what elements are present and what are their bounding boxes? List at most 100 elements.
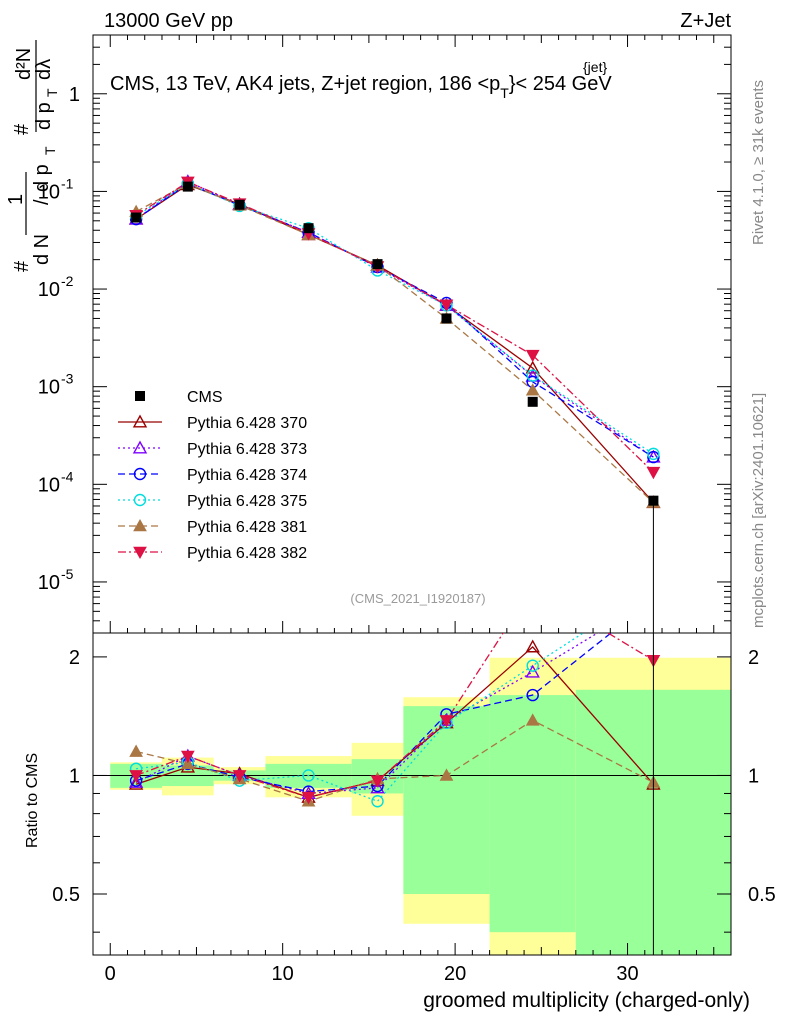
legend-marker-5 <box>133 546 147 560</box>
x-tick-label-2: 20 <box>444 963 466 985</box>
marker-ratio-s5-1 <box>180 750 195 764</box>
marker-main-s5-7 <box>646 466 661 480</box>
marker-ratio-s1-4 <box>370 780 385 794</box>
marker-main-s4-6 <box>525 383 540 396</box>
cms-point-3 <box>303 223 314 234</box>
legend-cms-label: CMS <box>187 389 223 406</box>
legend-label-2: Pythia 6.428 374 <box>187 467 307 484</box>
plot-title-end: }< 254 GeV <box>509 73 613 95</box>
cms-point-5 <box>441 313 452 324</box>
marker-ratio-s2-6 <box>526 688 539 702</box>
ratio-tick-label-right-0: 0.5 <box>748 884 776 906</box>
plot-title: CMS, 13 TeV, AK4 jets, Z+jet region, 186… <box>110 73 612 101</box>
marker-ratio-s4-6 <box>525 713 540 726</box>
marker-ratio-s5-5 <box>439 715 454 728</box>
main-plot-frame <box>92 34 732 634</box>
y-tick-label-4: 10 <box>38 181 60 203</box>
data-markers <box>128 174 661 955</box>
marker-ratio-s0-0 <box>128 776 144 790</box>
line-main-4 <box>135 182 654 504</box>
analysis-id: (CMS_2021_I1920187) <box>350 591 485 606</box>
legend-marker-1 <box>132 440 148 454</box>
marker-main-s5-5 <box>439 299 454 312</box>
line-ratio-4 <box>135 719 654 802</box>
ylabel-rhs-num: d²N <box>13 48 35 80</box>
cms-point-1 <box>182 181 193 192</box>
ratio-tick-label-right-1: 1 <box>748 765 759 787</box>
uncertainty-bands <box>110 657 731 955</box>
y-tick-label-3: 10 <box>38 279 60 301</box>
marker-ratio-s5-2 <box>232 770 247 783</box>
marker-main-s1-7 <box>646 449 661 463</box>
marker-ratio-s3-4 <box>371 795 384 808</box>
cms-point-4 <box>372 259 383 270</box>
energy-label: 13000 GeV pp <box>104 10 233 32</box>
ylabel-dN: d N <box>31 234 53 265</box>
legend-label-5: Pythia 6.428 382 <box>187 545 307 562</box>
y-tick-exp-3: -2 <box>61 273 74 289</box>
y-axis-label-main: # 1 d N / d p T # d²N d p T dλ <box>5 40 60 272</box>
band-inner-6 <box>489 695 576 933</box>
marker-main-s3-6 <box>526 369 539 382</box>
legend-label-1: Pythia 6.428 373 <box>187 441 307 458</box>
marker-main-s2-7 <box>647 450 660 464</box>
marker-main-s5-6 <box>525 349 540 363</box>
ratio-tick-label-right-2: 2 <box>748 647 759 669</box>
ratio-tick-label-left-0: 0.5 <box>52 884 80 906</box>
plot-title-sup: {jet} <box>583 59 607 75</box>
marker-ratio-s5-3 <box>301 792 316 805</box>
y-tick-exp-4: -1 <box>61 175 74 191</box>
cms-point-2 <box>234 199 245 210</box>
marker-main-s3-7 <box>647 447 660 461</box>
process-label: Z+Jet <box>680 10 731 32</box>
x-tick-label-3: 30 <box>616 963 638 985</box>
line-ratio-2 <box>135 633 613 793</box>
ylabel-rhs-end: dλ <box>33 59 55 80</box>
y-tick-label-5: 1 <box>69 84 80 106</box>
marker-ratio-s4-0 <box>129 744 143 757</box>
marker-ratio-s3-3 <box>302 769 315 782</box>
y-tick-exp-0: -5 <box>61 566 74 582</box>
ylabel-hash-left: # <box>11 260 33 272</box>
y-axis-label-ratio: Ratio to CMS <box>24 753 41 848</box>
legend-marker-4 <box>133 518 147 532</box>
legend-label-3: Pythia 6.428 375 <box>187 493 307 510</box>
y-tick-label-0: 10 <box>38 572 60 594</box>
plot-title-sub: T <box>500 85 509 101</box>
ylabel-hash-mid: # <box>11 123 33 135</box>
marker-ratio-s5-4 <box>370 775 385 788</box>
marker-ratio-s1-0 <box>128 774 144 788</box>
mcplots-label: mcplots.cern.ch [arXiv:2401.10621] <box>750 393 767 628</box>
y-tick-label-1: 10 <box>38 474 60 496</box>
ylabel-rhs-sub: T <box>44 88 60 97</box>
marker-ratio-s5-0 <box>129 770 143 783</box>
x-tick-label-0: 0 <box>105 963 116 985</box>
ylabel-sub-T: T <box>42 146 58 155</box>
ratio-tick-label-left-1: 1 <box>69 765 80 787</box>
legend-marker-3 <box>133 493 147 507</box>
marker-ratio-s4-5 <box>439 768 454 781</box>
marker-ratio-s0-6 <box>525 639 540 653</box>
series-lines <box>135 180 654 803</box>
legend-label-4: Pythia 6.428 381 <box>187 519 307 536</box>
line-ratio-3 <box>136 633 585 803</box>
ylabel-slash: / <box>31 199 53 205</box>
cms-point-6 <box>527 396 538 407</box>
marker-ratio-s1-6 <box>525 664 540 678</box>
line-ratio-5 <box>135 633 654 798</box>
legend-marker-0 <box>132 414 148 428</box>
legend-marker-2 <box>133 467 147 481</box>
marker-ratio-s3-6 <box>526 659 539 672</box>
line-main-5 <box>135 181 654 473</box>
ylabel-one: 1 <box>5 194 27 205</box>
plot-title-main: CMS, 13 TeV, AK4 jets, Z+jet region, 186… <box>110 73 500 95</box>
rivet-label: Rivet 4.1.0, ≥ 31k events <box>750 80 767 245</box>
ylabel-dpT: d p <box>31 164 53 192</box>
y-tick-exp-1: -4 <box>61 468 74 484</box>
x-tick-label-1: 10 <box>272 963 294 985</box>
y-tick-exp-2: -3 <box>61 371 74 387</box>
marker-main-s0-6 <box>525 360 540 374</box>
ratio-tick-label-left-2: 2 <box>69 647 80 669</box>
